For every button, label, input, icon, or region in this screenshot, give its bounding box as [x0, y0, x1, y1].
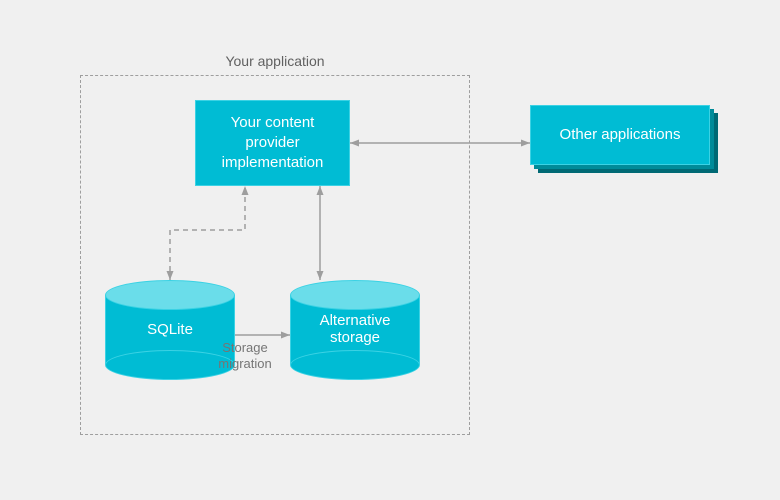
- edge-label-migration: Storagemigration: [200, 340, 290, 373]
- application-container-label: Your application: [80, 53, 470, 69]
- node-provider-label: Your contentproviderimplementation: [222, 113, 324, 174]
- node-other-apps: Other applications: [530, 105, 710, 165]
- cyl-alt-top: [290, 280, 420, 310]
- node-provider: Your contentproviderimplementation: [195, 100, 350, 186]
- diagram-canvas: Your application Your contentproviderimp…: [0, 0, 780, 500]
- node-alt-storage: Alternativestorage: [290, 280, 420, 380]
- node-other-apps-label: Other applications: [560, 125, 681, 145]
- cyl-sqlite-top: [105, 280, 235, 310]
- cyl-alt-bottom: [290, 350, 420, 380]
- cyl-sqlite-label: SQLite: [105, 321, 235, 338]
- cyl-alt-label: Alternativestorage: [290, 312, 420, 346]
